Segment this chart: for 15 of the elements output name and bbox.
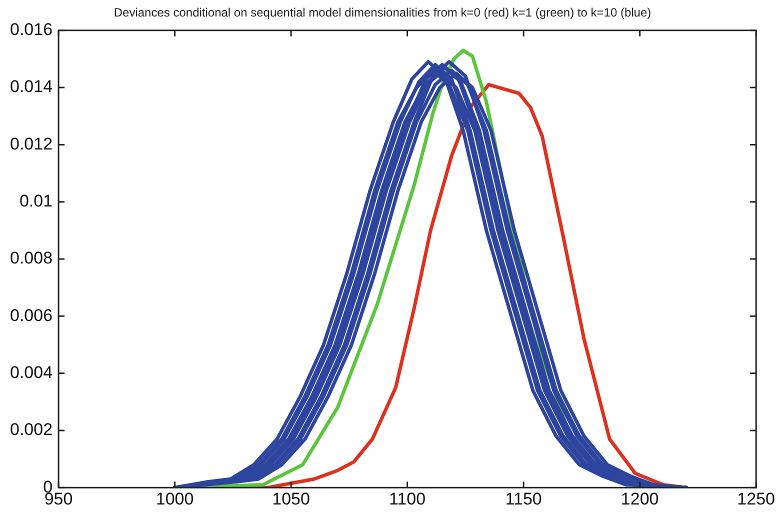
y-tick-label: 0.012: [10, 134, 53, 154]
x-tick-label: 1050: [272, 489, 310, 508]
x-tick-label: 1200: [620, 489, 659, 508]
y-tick-label: 0.002: [10, 420, 53, 440]
y-tick-label: 0.004: [10, 362, 53, 382]
y-tick-label: 0.006: [10, 306, 53, 325]
x-tick-label: 1100: [389, 489, 426, 508]
chart-title: Deviances conditional on sequential model dimensionalities from k=0 (red) k=1 (green) to k=10 (blue): [114, 6, 652, 20]
x-tick-label: 1150: [505, 489, 542, 508]
x-tick-label: 1250: [737, 489, 776, 508]
y-tick-label: 0.016: [10, 20, 53, 40]
x-tick-label: 1000: [156, 489, 194, 508]
y-tick-label: 0.014: [10, 77, 53, 96]
y-tick-label: 0.01: [19, 192, 53, 211]
y-tick-label: 0.008: [10, 248, 53, 268]
